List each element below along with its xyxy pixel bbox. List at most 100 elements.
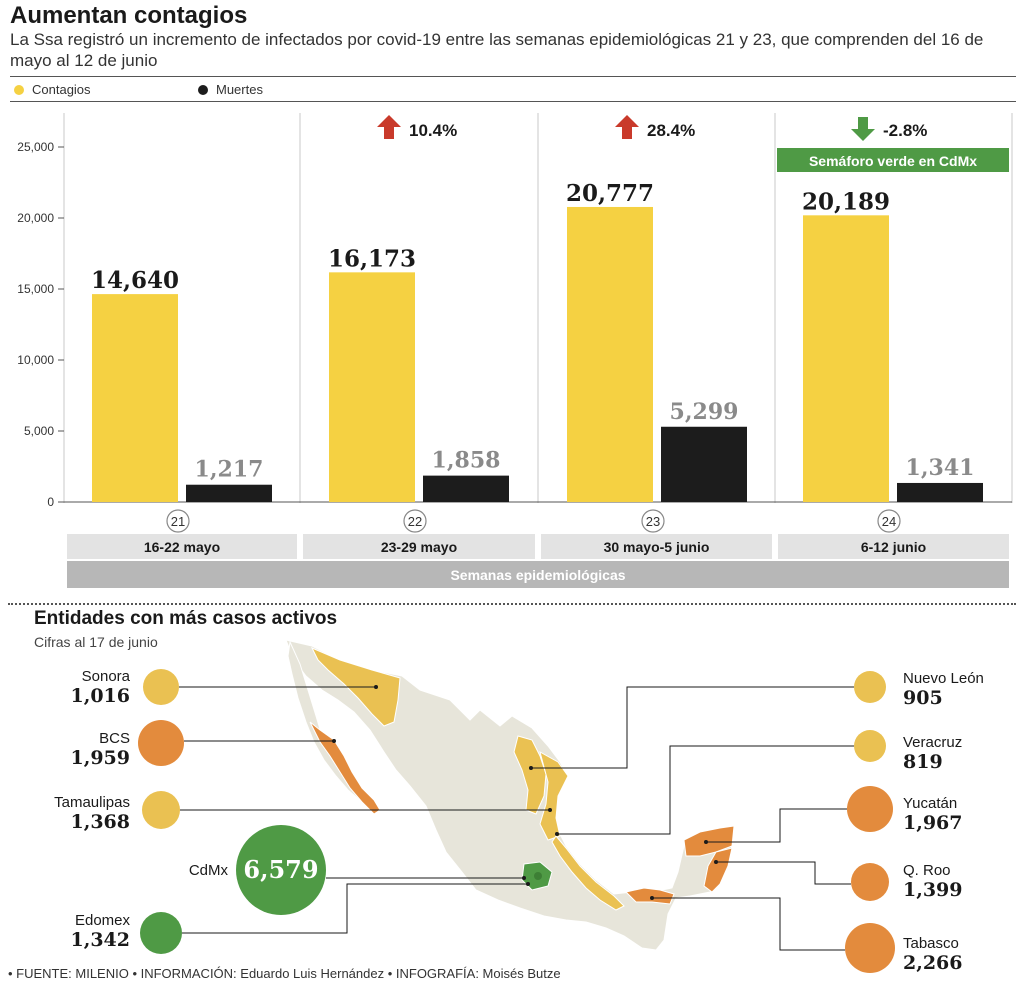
date-range-label-23: 30 mayo-5 junio <box>604 539 710 555</box>
arrow-up-icon-22 <box>377 115 401 139</box>
y-tick-label-0: 0 <box>47 495 54 509</box>
change-label-22: 10.4% <box>409 121 457 140</box>
entity-name-edomex: Edomex <box>75 912 131 929</box>
leader-line-veracruz <box>557 745 854 835</box>
leader-line-edomex <box>182 883 528 934</box>
footer-credits: • FUENTE: MILENIO • INFORMACIÓN: Eduardo… <box>8 966 561 981</box>
entity-name-veracruz: Veracruz <box>903 734 962 751</box>
entity-value-sonora: 1,016 <box>71 685 131 707</box>
bar-contagios-24 <box>803 215 889 502</box>
leader-dot-bcs <box>332 739 336 743</box>
leader-dot-edomex <box>526 882 530 886</box>
arrow-down-icon-24 <box>851 117 875 141</box>
date-range-box-22 <box>303 534 535 559</box>
state-tamaulipas <box>539 750 569 841</box>
entity-value-tamaulipas: 1,368 <box>71 811 131 833</box>
week-number-21: 21 <box>171 514 185 529</box>
bar-contagios-22 <box>329 272 415 502</box>
semaforo-badge <box>777 148 1009 172</box>
chart-title: Aumentan contagios <box>10 2 248 29</box>
leader-dot-tabasco <box>650 896 654 900</box>
entity-value-tabasco: 2,266 <box>903 952 963 974</box>
bubble-sonora <box>143 669 179 705</box>
date-range-label-21: 16-22 mayo <box>144 539 220 555</box>
entity-name-q-roo: Q. Roo <box>903 862 951 879</box>
legend-muertes: Muertes <box>198 82 263 97</box>
bar-muertes-24 <box>897 482 983 502</box>
entity-name-cdmx: CdMx <box>189 862 229 879</box>
week-circle-24 <box>877 509 901 533</box>
state-veracruz <box>551 835 625 911</box>
bar-contagios-23 <box>567 206 653 502</box>
leader-dot-sonora <box>374 685 378 689</box>
week-circle-22 <box>403 509 427 533</box>
top-rule <box>10 76 1016 77</box>
bar-chart: 0 5,000 10,000 15,000 20,000 25,000 14,640 1,21… <box>17 113 1013 588</box>
label-contagios-24: 20,189 <box>802 188 890 215</box>
map-subtitle: Cifras al 17 de junio <box>34 634 158 650</box>
y-tick-label-5: 25,000 <box>17 140 54 154</box>
y-tick-label-1: 5,000 <box>24 424 54 438</box>
label-muertes-21: 1,217 <box>195 457 264 483</box>
leader-line-yucat-n <box>706 808 847 843</box>
week-number-22: 22 <box>408 514 422 529</box>
xlabel: Semanas epidemiológicas <box>450 567 625 583</box>
entity-value-q-roo: 1,399 <box>903 879 963 901</box>
entity-value-veracruz: 819 <box>903 751 943 773</box>
entity-name-nuevo-le-n: Nuevo León <box>903 670 984 687</box>
leader-dot-nuevo-le-n <box>529 766 533 770</box>
legend-muertes-swatch <box>198 84 208 95</box>
bar-muertes-22 <box>423 475 509 502</box>
bubble-q-roo <box>851 863 889 901</box>
date-range-label-22: 23-29 mayo <box>381 539 457 555</box>
week-circle-21 <box>166 509 190 533</box>
semaforo-badge-label: Semáforo verde en CdMx <box>809 153 977 169</box>
label-contagios-22: 16,173 <box>328 245 416 272</box>
label-muertes-22: 1,858 <box>432 448 501 474</box>
date-range-label-24: 6-12 junio <box>861 539 926 555</box>
leader-dot-tamaulipas <box>548 808 552 812</box>
label-contagios-23: 20,777 <box>566 180 654 207</box>
bubble-veracruz <box>854 730 886 762</box>
entity-name-bcs: BCS <box>99 730 130 747</box>
xlabel-bar <box>67 561 1009 588</box>
bubble-tabasco <box>845 923 895 973</box>
entity-name-tabasco: Tabasco <box>903 935 959 952</box>
entity-value-yucat-n: 1,967 <box>903 812 963 834</box>
bubble-nuevo-le-n <box>854 671 886 703</box>
leader-dot-yucat-n <box>704 840 708 844</box>
leader-line-nuevo-le-n <box>531 686 854 769</box>
leader-dot-cdmx <box>522 876 526 880</box>
y-tick-label-3: 15,000 <box>17 282 54 296</box>
leader-dot-q-roo <box>714 860 718 864</box>
entity-value-edomex: 1,342 <box>71 929 131 951</box>
leader-line-q-roo <box>716 861 851 885</box>
bubble-yucat-n <box>847 786 893 832</box>
change-label-23: 28.4% <box>647 121 695 140</box>
week-number-24: 24 <box>882 514 896 529</box>
entity-name-sonora: Sonora <box>82 668 131 685</box>
label-muertes-24: 1,341 <box>906 455 975 481</box>
entity-name-yucat-n: Yucatán <box>903 795 957 812</box>
state-tabasco <box>625 887 675 905</box>
leader-line-tabasco <box>652 897 845 951</box>
bar-contagios-21 <box>92 294 178 502</box>
label-muertes-23: 5,299 <box>670 399 739 425</box>
change-label-24: -2.8% <box>883 121 927 140</box>
bubble-bcs <box>138 720 184 766</box>
date-range-box-23 <box>541 534 772 559</box>
leader-dot-veracruz <box>555 832 559 836</box>
bubble-tamaulipas <box>142 791 180 829</box>
y-tick-label-4: 20,000 <box>17 211 54 225</box>
entity-name-tamaulipas: Tamaulipas <box>54 794 130 811</box>
bar-muertes-21 <box>186 484 272 502</box>
state-cdmx <box>534 872 542 880</box>
entity-value-nuevo-le-n: 905 <box>903 687 943 709</box>
state-bcs <box>309 721 381 815</box>
state-nuevo-leon <box>513 735 547 815</box>
section-divider <box>8 603 1016 605</box>
legend-contagios: Contagios <box>14 82 91 97</box>
state-qroo <box>703 847 733 893</box>
legend-contagios-label: Contagios <box>32 82 91 97</box>
